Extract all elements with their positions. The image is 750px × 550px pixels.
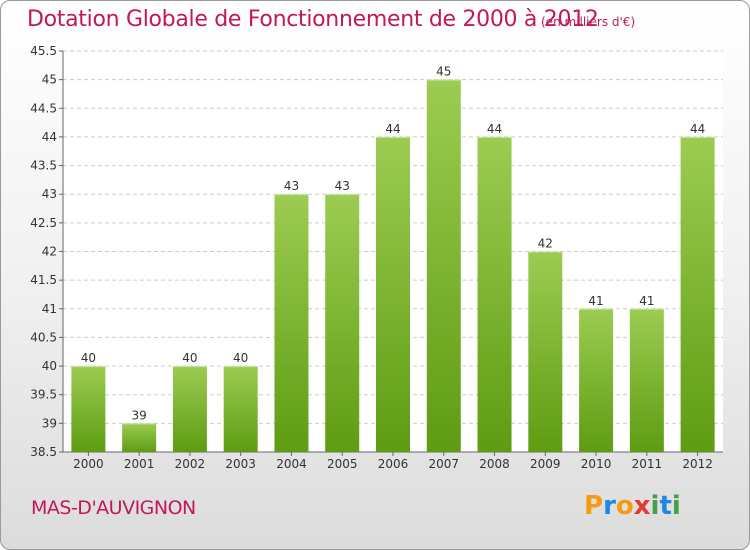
- data-label: 43: [335, 179, 350, 193]
- bar: [376, 136, 410, 452]
- bar: [223, 366, 258, 452]
- x-tick-label: 2012: [682, 457, 713, 471]
- y-tick-label: 43: [42, 187, 57, 201]
- logo-letter: x: [633, 491, 651, 521]
- x-tick-label: 2009: [530, 457, 561, 471]
- bar: [325, 194, 360, 452]
- data-label: 40: [233, 351, 248, 365]
- x-tick-label: 2006: [378, 457, 409, 471]
- bar: [426, 79, 461, 453]
- chart-unit: (en milliers d'€): [541, 15, 636, 29]
- bar: [680, 136, 715, 452]
- y-tick-label: 42.5: [30, 216, 57, 230]
- bar: [122, 423, 157, 452]
- y-tick-label: 45: [42, 73, 57, 87]
- x-tick-label: 2008: [479, 457, 510, 471]
- x-tick-label: 2004: [276, 457, 307, 471]
- logo-letter: r: [603, 491, 616, 521]
- bar: [528, 251, 563, 452]
- logo-letter: o: [615, 491, 634, 521]
- x-tick-label: 2001: [124, 457, 155, 471]
- commune-name: MAS-D'AUVIGNON: [31, 497, 196, 519]
- data-label: 40: [182, 351, 197, 365]
- y-tick-label: 40: [42, 359, 57, 373]
- x-tick-label: 2000: [73, 457, 104, 471]
- data-label: 39: [132, 408, 147, 422]
- y-tick-label: 40.5: [30, 330, 57, 344]
- proxiti-logo: Proxiti: [584, 491, 681, 521]
- y-tick-label: 43.5: [30, 159, 57, 173]
- y-tick-label: 44.5: [30, 101, 57, 115]
- y-tick-label: 42: [42, 245, 57, 259]
- bar: [172, 366, 207, 452]
- bar: [579, 308, 614, 452]
- logo-letter: P: [584, 491, 604, 521]
- y-tick-label: 44: [42, 130, 57, 144]
- bar: [71, 366, 106, 452]
- data-label: 42: [538, 237, 553, 251]
- y-tick-label: 38.5: [30, 445, 57, 459]
- data-label: 41: [588, 294, 603, 308]
- x-tick-label: 2003: [225, 457, 256, 471]
- data-label: 41: [639, 294, 654, 308]
- x-tick-label: 2002: [175, 457, 206, 471]
- x-tick-label: 2005: [327, 457, 358, 471]
- y-tick-label: 39.5: [30, 388, 57, 402]
- chart-title: Dotation Globale de Fonctionnement de 20…: [27, 7, 599, 32]
- y-tick-label: 45.5: [30, 44, 57, 58]
- bar: [477, 136, 512, 452]
- logo-letter: i: [671, 491, 681, 521]
- bar: [274, 194, 309, 452]
- data-label: 43: [284, 179, 299, 193]
- logo-letter: i: [650, 491, 660, 521]
- x-tick-label: 2011: [632, 457, 663, 471]
- x-tick-label: 2007: [428, 457, 459, 471]
- bar: [629, 308, 664, 452]
- data-label: 40: [81, 351, 96, 365]
- x-tick-label: 2010: [581, 457, 612, 471]
- y-tick-label: 41: [42, 302, 57, 316]
- data-label: 44: [690, 122, 705, 136]
- y-tick-label: 41.5: [30, 273, 57, 287]
- y-tick-label: 39: [42, 416, 57, 430]
- data-label: 45: [436, 65, 451, 79]
- data-label: 44: [487, 122, 502, 136]
- data-label: 44: [385, 122, 400, 136]
- logo-letter: t: [659, 491, 672, 521]
